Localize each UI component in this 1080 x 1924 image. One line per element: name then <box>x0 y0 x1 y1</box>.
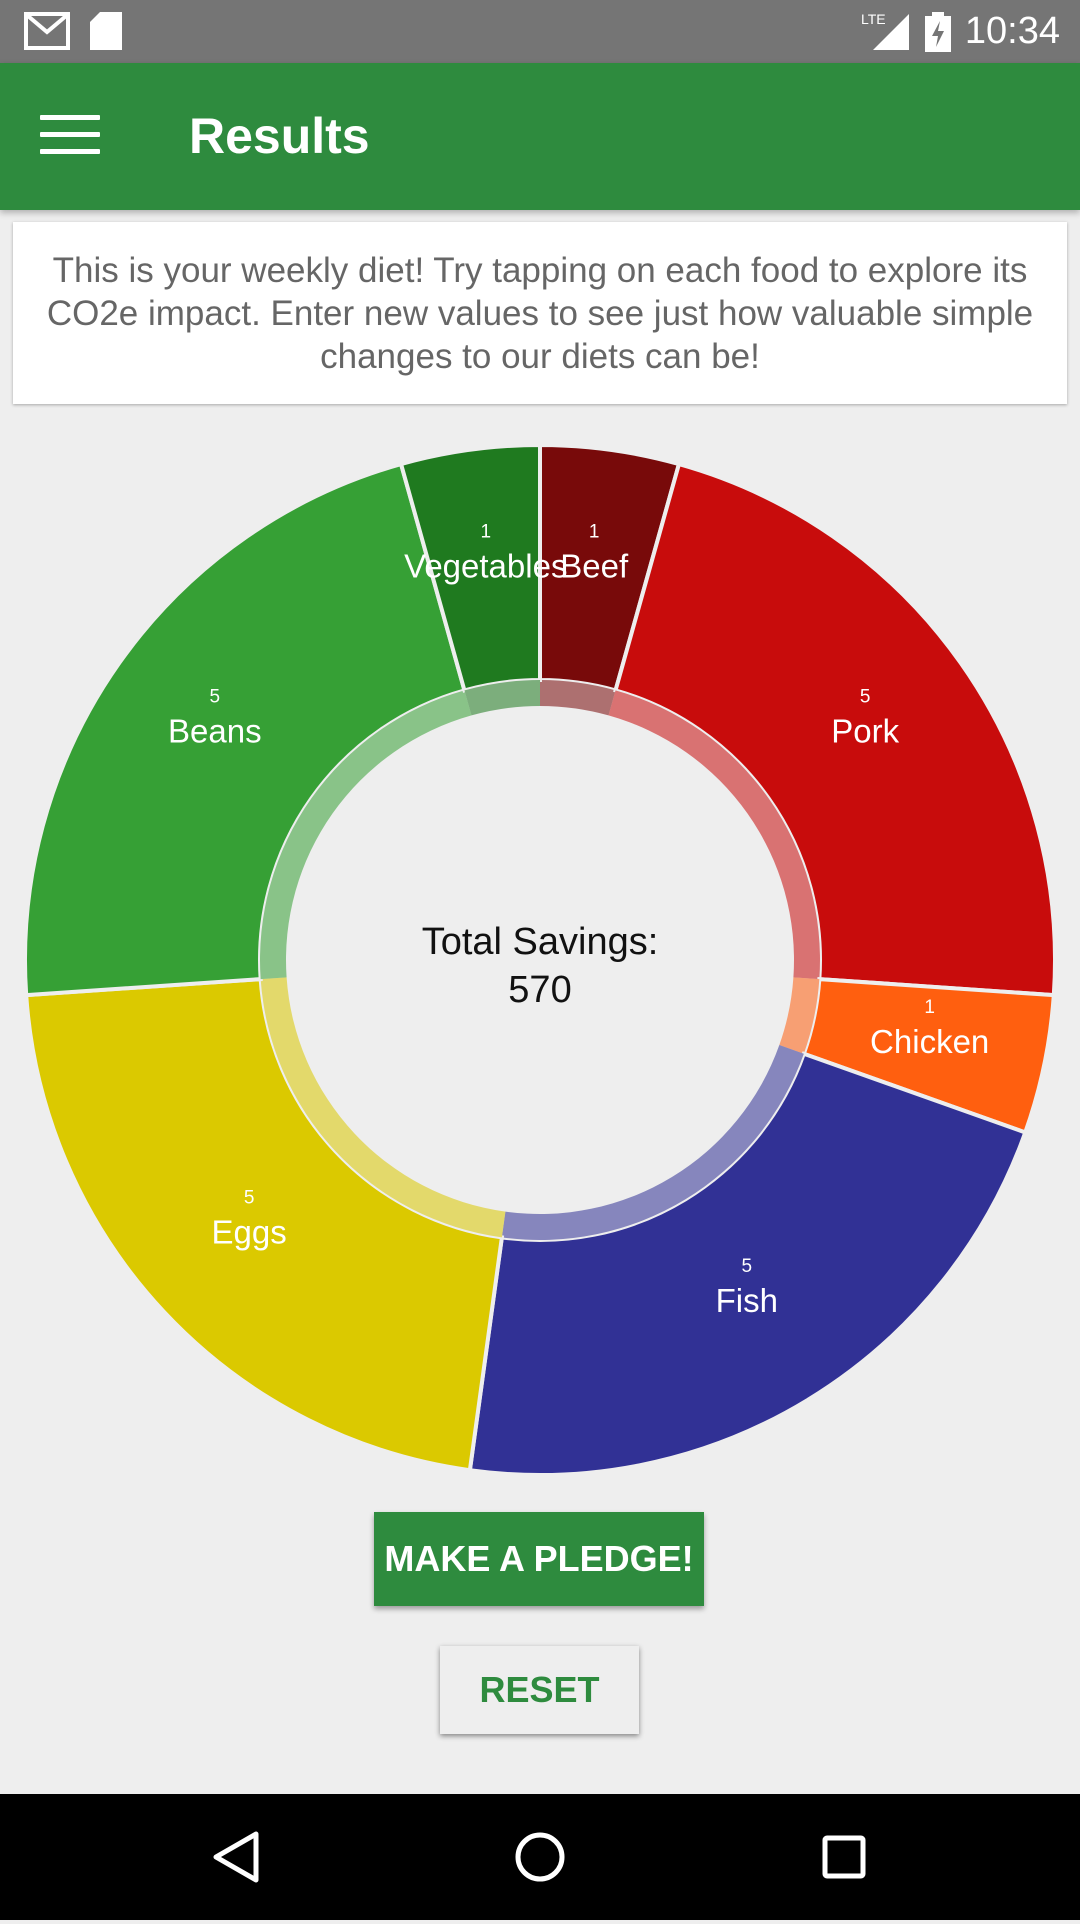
slice-vegetables[interactable]: 1 Vegetables <box>398 442 567 716</box>
slice-pork-label: Pork <box>831 712 899 749</box>
reset-button[interactable]: RESET <box>440 1646 639 1734</box>
gmail-icon <box>24 12 70 50</box>
hamburger-menu-icon[interactable] <box>40 115 100 159</box>
total-savings-value: 570 <box>508 969 571 1011</box>
slice-fish-inner-ring <box>501 1045 804 1240</box>
slice-fish-label: Fish <box>716 1282 778 1319</box>
app-bar: Results <box>0 63 1080 210</box>
slice-vegetables-label: Vegetables <box>404 548 567 585</box>
slice-chicken-value-label: 1 <box>924 997 935 1018</box>
slice-beans-label: Beans <box>168 712 262 749</box>
slice-chicken-inner-ring <box>779 977 820 1054</box>
slice-eggs-inner-ring <box>260 977 506 1238</box>
battery-charging-icon <box>924 11 951 52</box>
page-title: Results <box>189 108 370 164</box>
slice-beans-value-label: 5 <box>210 686 221 707</box>
status-time: 10:34 <box>964 10 1060 52</box>
slice-eggs[interactable]: 5 Eggs <box>24 976 506 1473</box>
slice-fish[interactable]: 5 Fish <box>467 1045 1028 1477</box>
total-savings-label: Total Savings: <box>422 921 659 963</box>
info-text: This is your weekly diet! Try tapping on… <box>46 250 1034 376</box>
slice-vegetables-inner-ring <box>464 680 540 716</box>
lte-signal-icon: LTE <box>861 11 909 50</box>
slice-pork[interactable]: 5 Pork <box>608 461 1057 998</box>
slice-beef-value-label: 1 <box>589 522 600 543</box>
home-icon[interactable] <box>460 1794 620 1920</box>
slice-fish-value-label: 5 <box>742 1256 753 1277</box>
slice-chicken-label: Chicken <box>870 1023 989 1060</box>
diet-donut-chart: 1 Beef 5 Pork 1 Chicken 5 Fish 5 Eggs 5 Beans 1 Veget… <box>23 442 1057 1477</box>
slice-beef-label: Beef <box>560 548 629 585</box>
slice-pork-inner-ring <box>608 690 820 980</box>
slice-beans[interactable]: 5 Beans <box>23 461 472 998</box>
recents-icon[interactable] <box>764 1794 924 1920</box>
info-card: This is your weekly diet! Try tapping on… <box>13 222 1067 404</box>
slice-eggs-value-label: 5 <box>244 1188 255 1209</box>
slice-beef-inner-ring <box>540 680 616 716</box>
make-pledge-button[interactable]: MAKE A PLEDGE! <box>374 1512 704 1606</box>
slice-beans-inner-ring <box>260 690 472 980</box>
navigation-bar <box>0 1794 1080 1920</box>
slice-chicken[interactable]: 1 Chicken <box>779 976 1056 1136</box>
slice-eggs-label: Eggs <box>212 1214 287 1251</box>
status-bar: LTE 10:34 <box>0 0 1080 63</box>
network-label: LTE <box>861 11 886 27</box>
sd-card-icon <box>90 12 122 50</box>
back-icon[interactable] <box>156 1794 316 1920</box>
slice-vegetables-value-label: 1 <box>481 522 492 543</box>
slice-pork-value-label: 5 <box>860 686 871 707</box>
